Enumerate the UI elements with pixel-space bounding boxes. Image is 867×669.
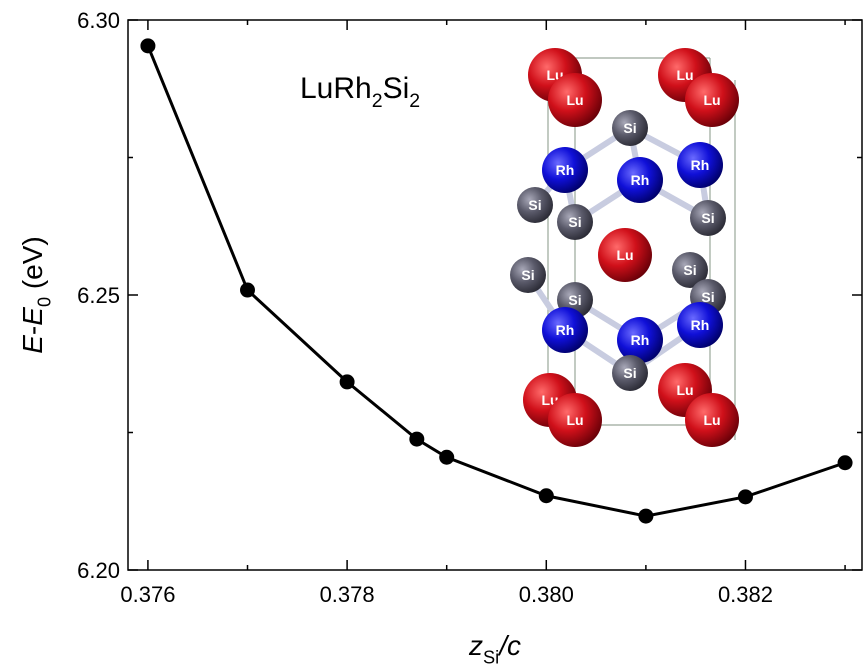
y-axis-label-part: (eV) <box>17 236 48 297</box>
y-tick-label: 6.25 <box>77 283 120 308</box>
atom-label: Si <box>701 289 714 305</box>
atom-label: Rh <box>691 157 710 173</box>
atom <box>612 110 648 146</box>
atom-label: Rh <box>556 322 575 338</box>
atom-label: Lu <box>616 247 633 263</box>
x-axis-label-part: z <box>468 630 483 661</box>
atom-label: Rh <box>556 162 575 178</box>
y-tick-label: 6.30 <box>77 8 120 33</box>
atom <box>685 73 739 127</box>
annotation-part: Si <box>383 72 410 105</box>
data-point <box>638 508 654 524</box>
annotation-part: 2 <box>409 90 420 112</box>
atom-label: Lu <box>676 382 693 398</box>
atom-label: Si <box>568 214 581 230</box>
data-point <box>409 431 425 447</box>
atom <box>548 393 602 447</box>
atom <box>557 204 593 240</box>
atom-label: Si <box>701 210 714 226</box>
atom-label: Rh <box>691 317 710 333</box>
y-axis-label: E-E0 (eV) <box>17 236 54 354</box>
annotation-part: LuRh <box>300 72 372 105</box>
atom <box>690 200 726 236</box>
atom-label: Si <box>568 292 581 308</box>
x-axis-label-part: Si <box>483 647 499 667</box>
y-axis-label-part: - <box>17 326 48 335</box>
atom-label: Si <box>528 197 541 213</box>
data-line <box>146 45 846 518</box>
y-axis-label-part: E <box>17 307 48 326</box>
atom-label: Si <box>623 365 636 381</box>
data-point <box>538 488 554 504</box>
atom <box>617 317 663 363</box>
atom <box>677 302 723 348</box>
x-axis-label-part: /c <box>497 630 521 661</box>
atom-label: Rh <box>631 172 650 188</box>
x-tick-label: 0.382 <box>718 582 773 607</box>
data-point <box>737 489 753 505</box>
annotation-part: 2 <box>372 90 383 112</box>
atom <box>612 355 648 391</box>
data-point <box>439 449 455 465</box>
data-point <box>837 455 853 471</box>
atom <box>685 393 739 447</box>
annotation: LuRh2Si2 <box>300 72 420 112</box>
atom <box>542 307 588 353</box>
atom <box>598 228 652 282</box>
x-tick-label: 0.380 <box>519 582 574 607</box>
y-tick-label: 6.20 <box>77 558 120 583</box>
atom-label: Lu <box>566 412 583 428</box>
data-point <box>339 374 355 390</box>
atom <box>517 187 553 223</box>
atom-label: Si <box>623 120 636 136</box>
crystal-structure: Lu Lu Lu Lu Si Rh Rh Rh Si Si Si Lu Si Si Si Si Rh Rh Rh Si… <box>510 48 739 447</box>
atom <box>542 147 588 193</box>
plot-frame <box>127 19 863 571</box>
y-axis-label-part: E <box>17 335 48 354</box>
x-tick-label: 0.378 <box>320 582 375 607</box>
atom-label: Lu <box>566 92 583 108</box>
atom <box>677 142 723 188</box>
x-tick-label: 0.376 <box>120 582 175 607</box>
x-axis-label: zSi/c <box>468 630 521 667</box>
data-point <box>140 38 156 54</box>
atom-label: Lu <box>676 67 693 83</box>
atom <box>672 252 708 288</box>
atom <box>510 257 546 293</box>
atom-label: Lu <box>703 412 720 428</box>
atom-label: Rh <box>631 332 650 348</box>
atom-label: Si <box>521 267 534 283</box>
atom-label: Si <box>683 262 696 278</box>
atom <box>548 73 602 127</box>
atom-label: Lu <box>703 92 720 108</box>
atom <box>617 157 663 203</box>
y-axis-label-part: 0 <box>34 297 54 307</box>
data-point <box>240 282 256 298</box>
